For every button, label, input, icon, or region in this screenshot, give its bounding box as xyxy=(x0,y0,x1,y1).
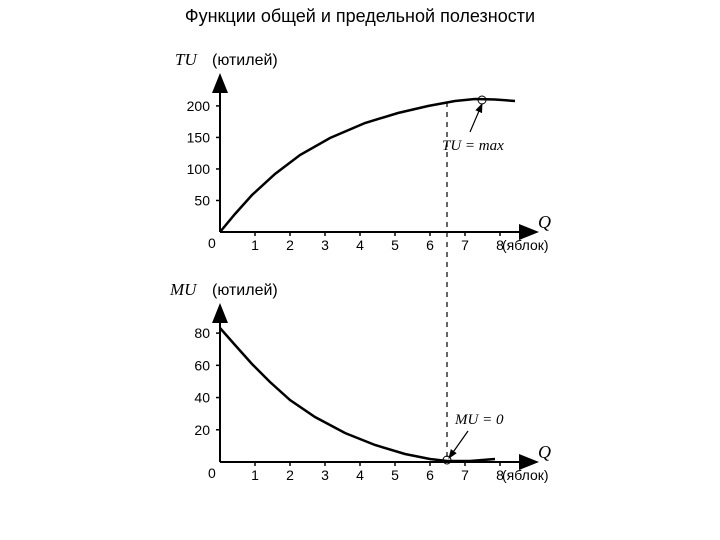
svg-text:2: 2 xyxy=(286,467,294,483)
svg-text:40: 40 xyxy=(194,390,210,406)
tu-x-var: Q xyxy=(538,212,551,232)
tu-y-label: TU xyxy=(175,50,198,69)
tu-y-unit: (ютилей) xyxy=(212,52,278,69)
mu-x-unit: (яблок) xyxy=(502,467,549,483)
svg-text:3: 3 xyxy=(321,467,329,483)
mu-curve xyxy=(220,328,495,461)
svg-text:7: 7 xyxy=(461,237,469,253)
svg-text:2: 2 xyxy=(286,237,294,253)
svg-text:50: 50 xyxy=(194,192,210,208)
mu-y-label: MU xyxy=(169,280,198,299)
utility-charts: TU (ютилей) 50100150200 12345678 0 Q (яб… xyxy=(140,32,580,532)
svg-text:3: 3 xyxy=(321,237,329,253)
svg-text:60: 60 xyxy=(194,357,210,373)
svg-text:20: 20 xyxy=(194,422,210,438)
mu-origin-label: 0 xyxy=(208,465,216,481)
tu-annotation-label: TU = max xyxy=(442,138,504,154)
tu-origin-label: 0 xyxy=(208,235,216,251)
svg-text:1: 1 xyxy=(251,237,259,253)
svg-text:6: 6 xyxy=(426,467,434,483)
svg-text:6: 6 xyxy=(426,237,434,253)
svg-text:5: 5 xyxy=(391,237,399,253)
tu-curve xyxy=(220,99,515,232)
svg-text:4: 4 xyxy=(356,467,364,483)
svg-text:200: 200 xyxy=(187,98,211,114)
svg-text:4: 4 xyxy=(356,237,364,253)
mu-x-var: Q xyxy=(538,442,551,462)
svg-text:7: 7 xyxy=(461,467,469,483)
tu-x-unit: (яблок) xyxy=(502,237,549,253)
page-title: Функции общей и предельной полезности xyxy=(0,6,720,27)
mu-x-ticks: 12345678 xyxy=(251,462,504,483)
svg-text:150: 150 xyxy=(187,129,211,145)
svg-text:5: 5 xyxy=(391,467,399,483)
tu-y-ticks: 50 100 150 200 xyxy=(187,98,220,209)
mu-y-unit: (ютилей) xyxy=(212,282,278,299)
mu-annotation-arrow xyxy=(449,431,468,458)
svg-text:80: 80 xyxy=(194,325,210,341)
mu-chart: MU (ютилей) 20406080 12345678 0 Q (яблок… xyxy=(169,280,551,483)
svg-text:1: 1 xyxy=(251,467,259,483)
tu-x-ticks: 12345678 xyxy=(251,232,504,253)
svg-text:100: 100 xyxy=(187,161,211,177)
tu-chart: TU (ютилей) 50100150200 12345678 0 Q (яб… xyxy=(175,50,551,253)
mu-y-ticks: 20 40 60 80 xyxy=(194,325,220,438)
tu-annotation-arrow xyxy=(470,104,482,132)
mu-annotation-label: MU = 0 xyxy=(454,412,504,428)
